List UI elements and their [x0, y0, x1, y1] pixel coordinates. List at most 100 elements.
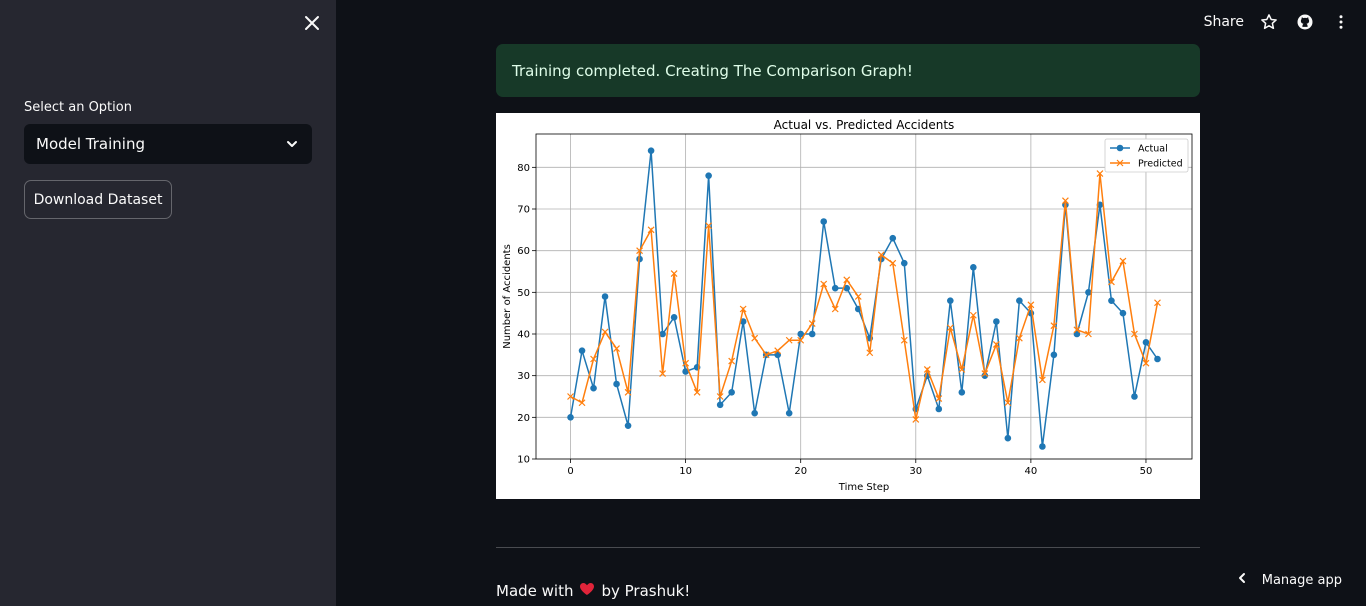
x-tick-label: 10: [679, 466, 692, 477]
y-axis-label: Number of Accidents: [502, 244, 513, 349]
x-tick-label: 50: [1140, 466, 1153, 477]
data-point-actual: [682, 368, 689, 375]
star-icon[interactable]: [1258, 11, 1280, 33]
data-point-predicted: [900, 336, 908, 344]
data-point-predicted: [601, 328, 609, 336]
data-point-predicted: [682, 359, 690, 367]
data-point-predicted: [1131, 330, 1138, 338]
data-point-actual: [1131, 393, 1138, 400]
select-label: Select an Option: [24, 100, 132, 115]
data-point-predicted: [728, 357, 736, 365]
y-tick-label: 50: [517, 288, 530, 299]
manage-app-button[interactable]: Manage app: [1236, 572, 1342, 588]
y-tick-label: 40: [517, 330, 530, 341]
chart-title: Actual vs. Predicted Accidents: [774, 118, 955, 132]
data-point-predicted: [1096, 170, 1104, 178]
legend-label-actual: Actual: [1138, 144, 1168, 155]
data-point-predicted: [659, 370, 667, 378]
option-select[interactable]: Model Training: [24, 124, 312, 164]
y-tick-label: 60: [517, 246, 530, 257]
data-point-actual: [1039, 443, 1046, 450]
data-point-predicted: [1061, 197, 1069, 205]
data-point-predicted: [1154, 299, 1161, 307]
data-point-actual: [1004, 434, 1012, 442]
data-point-predicted: [636, 247, 644, 255]
data-point-predicted: [843, 276, 851, 284]
data-point-actual: [751, 409, 758, 417]
data-point-actual: [1119, 309, 1127, 317]
footer: Made with by Prashuk!: [496, 582, 690, 600]
divider: [496, 547, 1200, 548]
data-point-predicted: [1084, 330, 1092, 338]
data-point-predicted: [785, 336, 793, 344]
data-point-predicted: [762, 351, 770, 359]
data-point-actual: [958, 389, 966, 396]
data-point-actual: [820, 218, 828, 225]
data-point-predicted: [969, 311, 977, 319]
data-point-actual: [567, 414, 574, 421]
close-sidebar-icon[interactable]: [300, 12, 324, 36]
data-point-predicted: [981, 370, 989, 378]
heart-icon: [579, 582, 595, 600]
data-point-actual: [981, 372, 989, 379]
data-point-actual: [578, 347, 586, 354]
data-point-predicted: [774, 347, 782, 355]
data-point-actual: [889, 234, 897, 242]
data-point-actual: [1073, 330, 1081, 338]
data-point-predicted: [866, 349, 874, 357]
data-point-actual: [774, 351, 781, 359]
share-button[interactable]: Share: [1203, 14, 1244, 30]
legend-label-predicted: Predicted: [1138, 159, 1183, 170]
data-point-predicted: [1050, 322, 1058, 330]
data-point-predicted: [624, 388, 632, 396]
data-point-predicted: [912, 415, 920, 423]
data-point-actual: [659, 330, 666, 338]
data-point-predicted: [751, 334, 759, 342]
success-alert: Training completed. Creating The Compari…: [496, 44, 1200, 97]
data-point-actual: [947, 297, 954, 304]
data-point-predicted: [1073, 326, 1081, 334]
data-point-actual: [647, 147, 655, 154]
more-menu-icon[interactable]: [1330, 11, 1352, 33]
data-point-predicted: [693, 388, 701, 396]
comparison-chart: 0 10 20 30 40 50 10 20 30 40 50 60 70 80 Actual vs. Pr…: [496, 113, 1200, 499]
data-point-predicted: [808, 320, 816, 328]
data-point-predicted: [739, 305, 747, 313]
data-point-actual: [601, 293, 609, 300]
data-point-predicted: [935, 395, 943, 403]
chart-svg: 0 10 20 30 40 50 10 20 30 40 50 60 70 80 Actual vs. Pr…: [502, 118, 1193, 493]
data-point-predicted: [1119, 257, 1127, 265]
y-tick-label: 80: [517, 163, 530, 174]
manage-app-label: Manage app: [1261, 572, 1342, 588]
data-point-predicted: [831, 305, 839, 313]
footer-prefix: Made with: [496, 582, 574, 600]
data-point-predicted: [716, 393, 724, 400]
data-point-actual: [670, 314, 678, 321]
data-point-predicted: [797, 336, 805, 344]
series-line-actual: [569, 150, 1159, 447]
data-point-actual: [970, 264, 977, 271]
github-icon[interactable]: [1294, 11, 1316, 33]
download-dataset-button[interactable]: Download Dataset: [24, 180, 172, 219]
top-toolbar: Share: [1204, 0, 1366, 44]
legend-marker-predicted: [1116, 159, 1124, 167]
data-point-predicted: [590, 355, 597, 363]
data-point-predicted: [567, 393, 574, 400]
data-point-actual: [993, 318, 1000, 325]
x-tick-label: 30: [909, 466, 922, 477]
data-point-predicted: [670, 270, 678, 278]
data-point-actual: [716, 401, 724, 409]
x-tick-label: 40: [1025, 466, 1038, 477]
data-point-actual: [1142, 339, 1150, 346]
data-point-actual: [624, 422, 632, 429]
data-point-actual: [900, 259, 908, 267]
data-point-actual: [613, 380, 620, 388]
data-point-actual: [1050, 351, 1058, 359]
y-tick-label: 10: [517, 455, 530, 466]
x-tick-label: 0: [567, 466, 573, 477]
data-point-predicted: [889, 259, 897, 267]
data-point-predicted: [1038, 376, 1046, 384]
data-point-actual: [1154, 355, 1161, 363]
data-point-predicted: [1027, 301, 1035, 309]
data-point-predicted: [820, 280, 828, 288]
